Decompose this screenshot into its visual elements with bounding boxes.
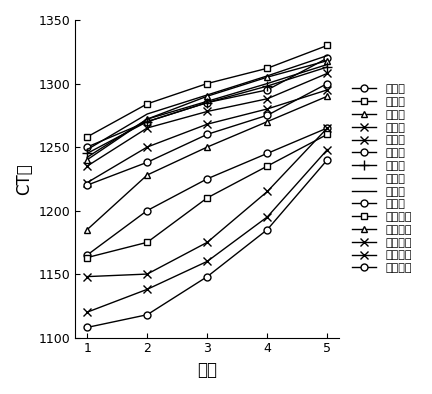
Y-axis label: CT数: CT数 [15, 163, 33, 195]
Legend: 第一层, 第二层, 第三层, 第四层, 第五层, 第六层, 第七层, 第八层, 第九层, 第十层, 第十一层, 第十二层, 第十三层, 第十四层, 第十五层: 第一层, 第二层, 第三层, 第四层, 第五层, 第六层, 第七层, 第八层, … [348, 80, 416, 278]
X-axis label: 圈数: 圈数 [197, 361, 217, 379]
